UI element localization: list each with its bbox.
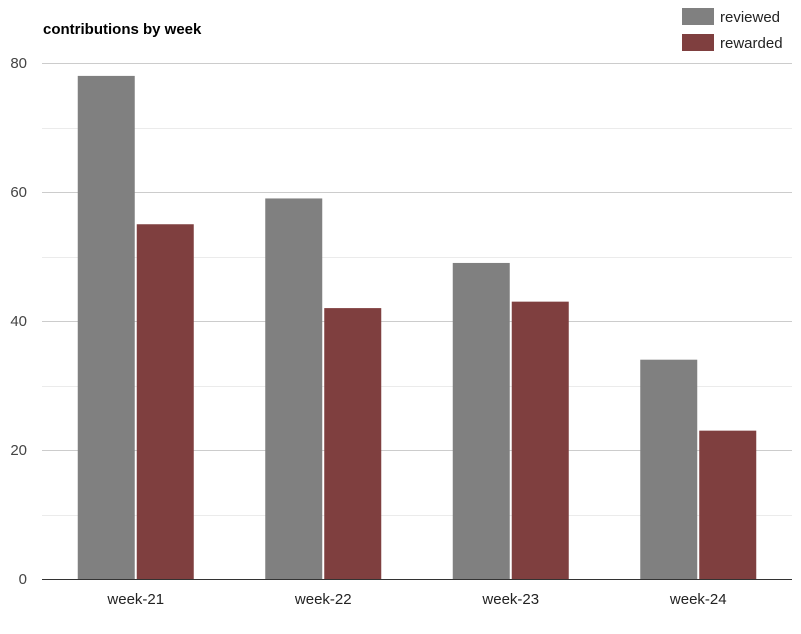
bar-rewarded-week-24 — [699, 430, 757, 579]
y-tick-label: 80 — [10, 55, 27, 72]
legend-swatch — [682, 8, 714, 25]
y-tick-label: 0 — [19, 571, 27, 588]
legend-label: rewarded — [720, 35, 783, 52]
legend: reviewed rewarded — [682, 8, 783, 52]
bar-reviewed-week-24 — [640, 359, 698, 579]
bar-reviewed-week-21 — [77, 75, 135, 580]
legend-item-reviewed: reviewed — [682, 8, 780, 26]
y-tick-label: 40 — [10, 313, 27, 330]
y-tick-label: 60 — [10, 184, 27, 201]
bar-rewarded-week-22 — [324, 308, 382, 579]
bar-reviewed-week-22 — [265, 198, 323, 579]
x-tick-label: week-21 — [106, 591, 164, 608]
bar-rewarded-week-23 — [511, 301, 569, 579]
chart-title: contributions by week — [43, 21, 202, 38]
bar-rewarded-week-21 — [136, 224, 194, 579]
x-tick-label: week-22 — [294, 591, 352, 608]
y-tick-label: 20 — [10, 442, 27, 459]
legend-item-rewarded: rewarded — [682, 34, 783, 52]
axes: 0 20 40 60 80 week-21 week-22 week-23 week-24 — [10, 55, 792, 608]
x-tick-label: week-23 — [481, 591, 539, 608]
bars — [77, 75, 757, 580]
legend-swatch — [682, 34, 714, 51]
x-tick-label: week-24 — [669, 591, 727, 608]
legend-label: reviewed — [720, 9, 780, 26]
bar-reviewed-week-23 — [452, 262, 510, 579]
